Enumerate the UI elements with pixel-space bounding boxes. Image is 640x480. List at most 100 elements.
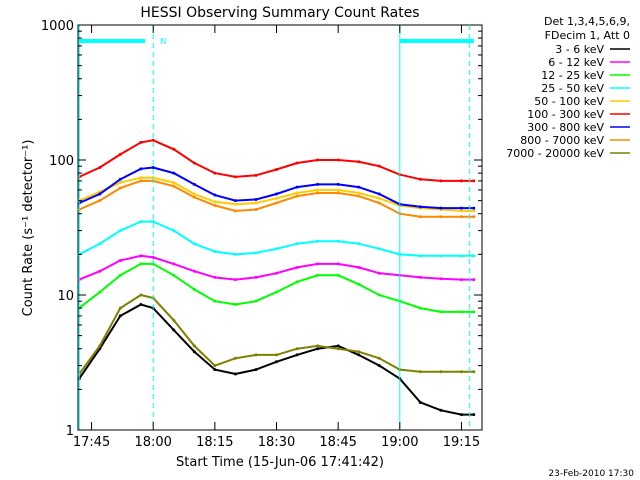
data-point xyxy=(233,356,237,360)
plot-area-border xyxy=(77,24,483,431)
data-point xyxy=(98,199,102,203)
data-point xyxy=(377,364,381,368)
series-group xyxy=(77,293,476,376)
x-tick-label: 18:30 xyxy=(258,435,295,450)
data-point xyxy=(418,215,422,219)
date-footer: 23-Feb-2010 17:30 xyxy=(548,469,634,479)
data-point xyxy=(151,165,155,169)
data-point xyxy=(254,173,258,177)
legend-entry-label: 25 - 50 keV xyxy=(541,82,604,95)
data-point xyxy=(459,254,463,258)
data-point xyxy=(192,182,196,186)
data-point xyxy=(233,199,237,203)
data-point xyxy=(254,353,258,357)
data-point xyxy=(233,175,237,179)
data-point xyxy=(357,160,361,164)
legend: Det 1,3,4,5,6,9, FDecim 1, Att 0 3 - 6 k… xyxy=(506,15,630,160)
flag-bar xyxy=(79,39,145,43)
legend-entry-label: 100 - 300 keV xyxy=(527,108,604,121)
data-point xyxy=(139,140,143,144)
series-line xyxy=(78,254,474,281)
data-point xyxy=(213,364,217,368)
data-point xyxy=(459,278,463,282)
data-point xyxy=(192,350,196,354)
flag-bar xyxy=(399,39,474,43)
data-point xyxy=(172,262,176,266)
data-point xyxy=(418,370,422,374)
data-point xyxy=(418,254,422,258)
x-tick-label: 19:00 xyxy=(381,435,418,450)
data-point xyxy=(213,193,217,197)
data-point xyxy=(295,242,299,246)
data-point xyxy=(377,201,381,205)
data-point xyxy=(98,269,102,273)
data-point xyxy=(98,165,102,169)
data-point xyxy=(439,179,443,183)
data-point xyxy=(172,328,176,332)
data-point xyxy=(172,229,176,233)
x-tick-label: 18:15 xyxy=(196,435,233,450)
data-point xyxy=(316,344,320,348)
data-point xyxy=(418,306,422,310)
legend-entry-label: 12 - 25 keV xyxy=(541,69,604,82)
data-point xyxy=(336,239,340,243)
data-point xyxy=(439,254,443,258)
data-point xyxy=(98,344,102,348)
data-point xyxy=(357,194,361,198)
data-point xyxy=(118,259,122,263)
data-point xyxy=(254,251,258,255)
data-point xyxy=(316,158,320,162)
data-point xyxy=(118,229,122,233)
data-point xyxy=(98,290,102,294)
data-point xyxy=(459,206,463,210)
data-point xyxy=(459,413,463,417)
data-point xyxy=(377,293,381,297)
data-point xyxy=(295,191,299,195)
data-point xyxy=(439,206,443,210)
data-point xyxy=(139,293,143,297)
series-line xyxy=(78,139,474,182)
data-point xyxy=(472,215,476,219)
data-point xyxy=(151,176,155,180)
data-point xyxy=(336,188,340,192)
data-point xyxy=(377,196,381,200)
y-tick-label: 1000 xyxy=(41,19,74,34)
data-point xyxy=(254,197,258,201)
data-point xyxy=(139,176,143,180)
data-point xyxy=(439,370,443,374)
data-point xyxy=(336,262,340,266)
data-point xyxy=(118,177,122,181)
y-tick-label: 1 xyxy=(66,424,74,439)
x-tick-label: 19:15 xyxy=(443,435,480,450)
series-group xyxy=(77,220,476,258)
data-point xyxy=(118,306,122,310)
data-point xyxy=(472,206,476,210)
series-group xyxy=(77,303,476,417)
data-point xyxy=(472,209,476,213)
data-point xyxy=(316,188,320,192)
data-point xyxy=(439,408,443,412)
data-point xyxy=(139,303,143,307)
series-line xyxy=(78,303,474,416)
flag-annotation: N xyxy=(160,37,166,46)
data-point xyxy=(233,202,237,206)
data-point xyxy=(139,167,143,171)
data-point xyxy=(295,353,299,357)
data-point xyxy=(139,220,143,224)
data-point xyxy=(357,185,361,189)
legend-entry-label: 50 - 100 keV xyxy=(534,95,604,108)
chart-title: HESSI Observing Summary Count Rates xyxy=(140,5,419,21)
data-point xyxy=(118,181,122,185)
data-point xyxy=(377,192,381,196)
data-point xyxy=(295,185,299,189)
data-point xyxy=(459,179,463,183)
x-axis-label: Start Time (15-Jun-06 17:41:42) xyxy=(176,455,384,470)
data-point xyxy=(439,277,443,281)
x-tick-label: 18:45 xyxy=(319,435,356,450)
data-point xyxy=(275,360,279,364)
data-point xyxy=(275,353,279,357)
data-point xyxy=(98,192,102,196)
data-point xyxy=(233,278,237,282)
data-point xyxy=(172,147,176,151)
data-point xyxy=(192,192,196,196)
